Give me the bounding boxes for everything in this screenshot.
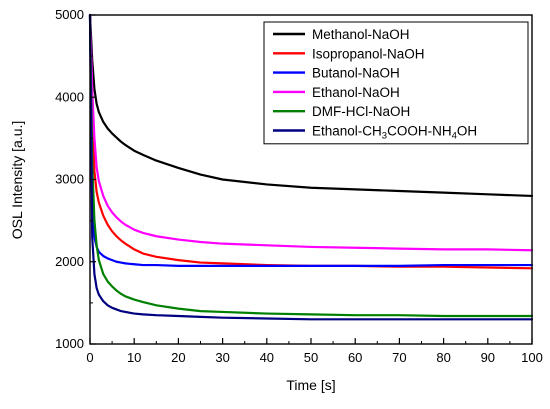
x-tick-label: 80	[436, 350, 450, 365]
x-tick-label: 50	[304, 350, 318, 365]
x-tick-label: 90	[481, 350, 495, 365]
x-tick-label: 100	[521, 350, 543, 365]
series-line-6	[88, 13, 534, 321]
x-axis-title: Time [s]	[286, 377, 335, 393]
x-tick-label: 60	[348, 350, 362, 365]
x-tick-label: 40	[260, 350, 274, 365]
y-tick-label: 3000	[55, 172, 84, 187]
x-tick-label: 0	[86, 350, 93, 365]
y-tick-label: 2000	[55, 254, 84, 269]
legend-label: DMF-HCl-NaOH	[312, 104, 410, 119]
legend-box	[263, 21, 529, 145]
series-line-5	[88, 13, 534, 318]
x-tick-label: 20	[171, 350, 185, 365]
y-tick-label: 4000	[55, 89, 84, 104]
axes: 0 10 20 30 40 50 60 70 80 90 100 1000 2000 3000 4000 50…	[55, 7, 543, 365]
y-axis-title: OSL Intensity [a.u.]	[9, 121, 25, 240]
legend-label: Isopropanol-NaOH	[312, 46, 425, 61]
legend-label: Butanol-NaOH	[312, 66, 400, 81]
series-line-1	[88, 13, 534, 198]
legend-label: Ethanol-NaOH	[312, 85, 400, 100]
x-tick-label: 30	[215, 350, 229, 365]
legend-label: Ethanol-CH3COOH-NH4OH	[312, 124, 477, 142]
x-tick-label: 70	[392, 350, 406, 365]
legend: Methanol-NaOH Isopropanol-NaOH Butanol-NaO…	[263, 21, 529, 145]
series-lines	[88, 13, 534, 321]
legend-label: Methanol-NaOH	[312, 27, 410, 42]
y-tick-label: 1000	[55, 336, 84, 351]
y-tick-label: 5000	[55, 7, 84, 22]
series-line-4	[88, 13, 534, 252]
x-tick-label: 10	[127, 350, 141, 365]
